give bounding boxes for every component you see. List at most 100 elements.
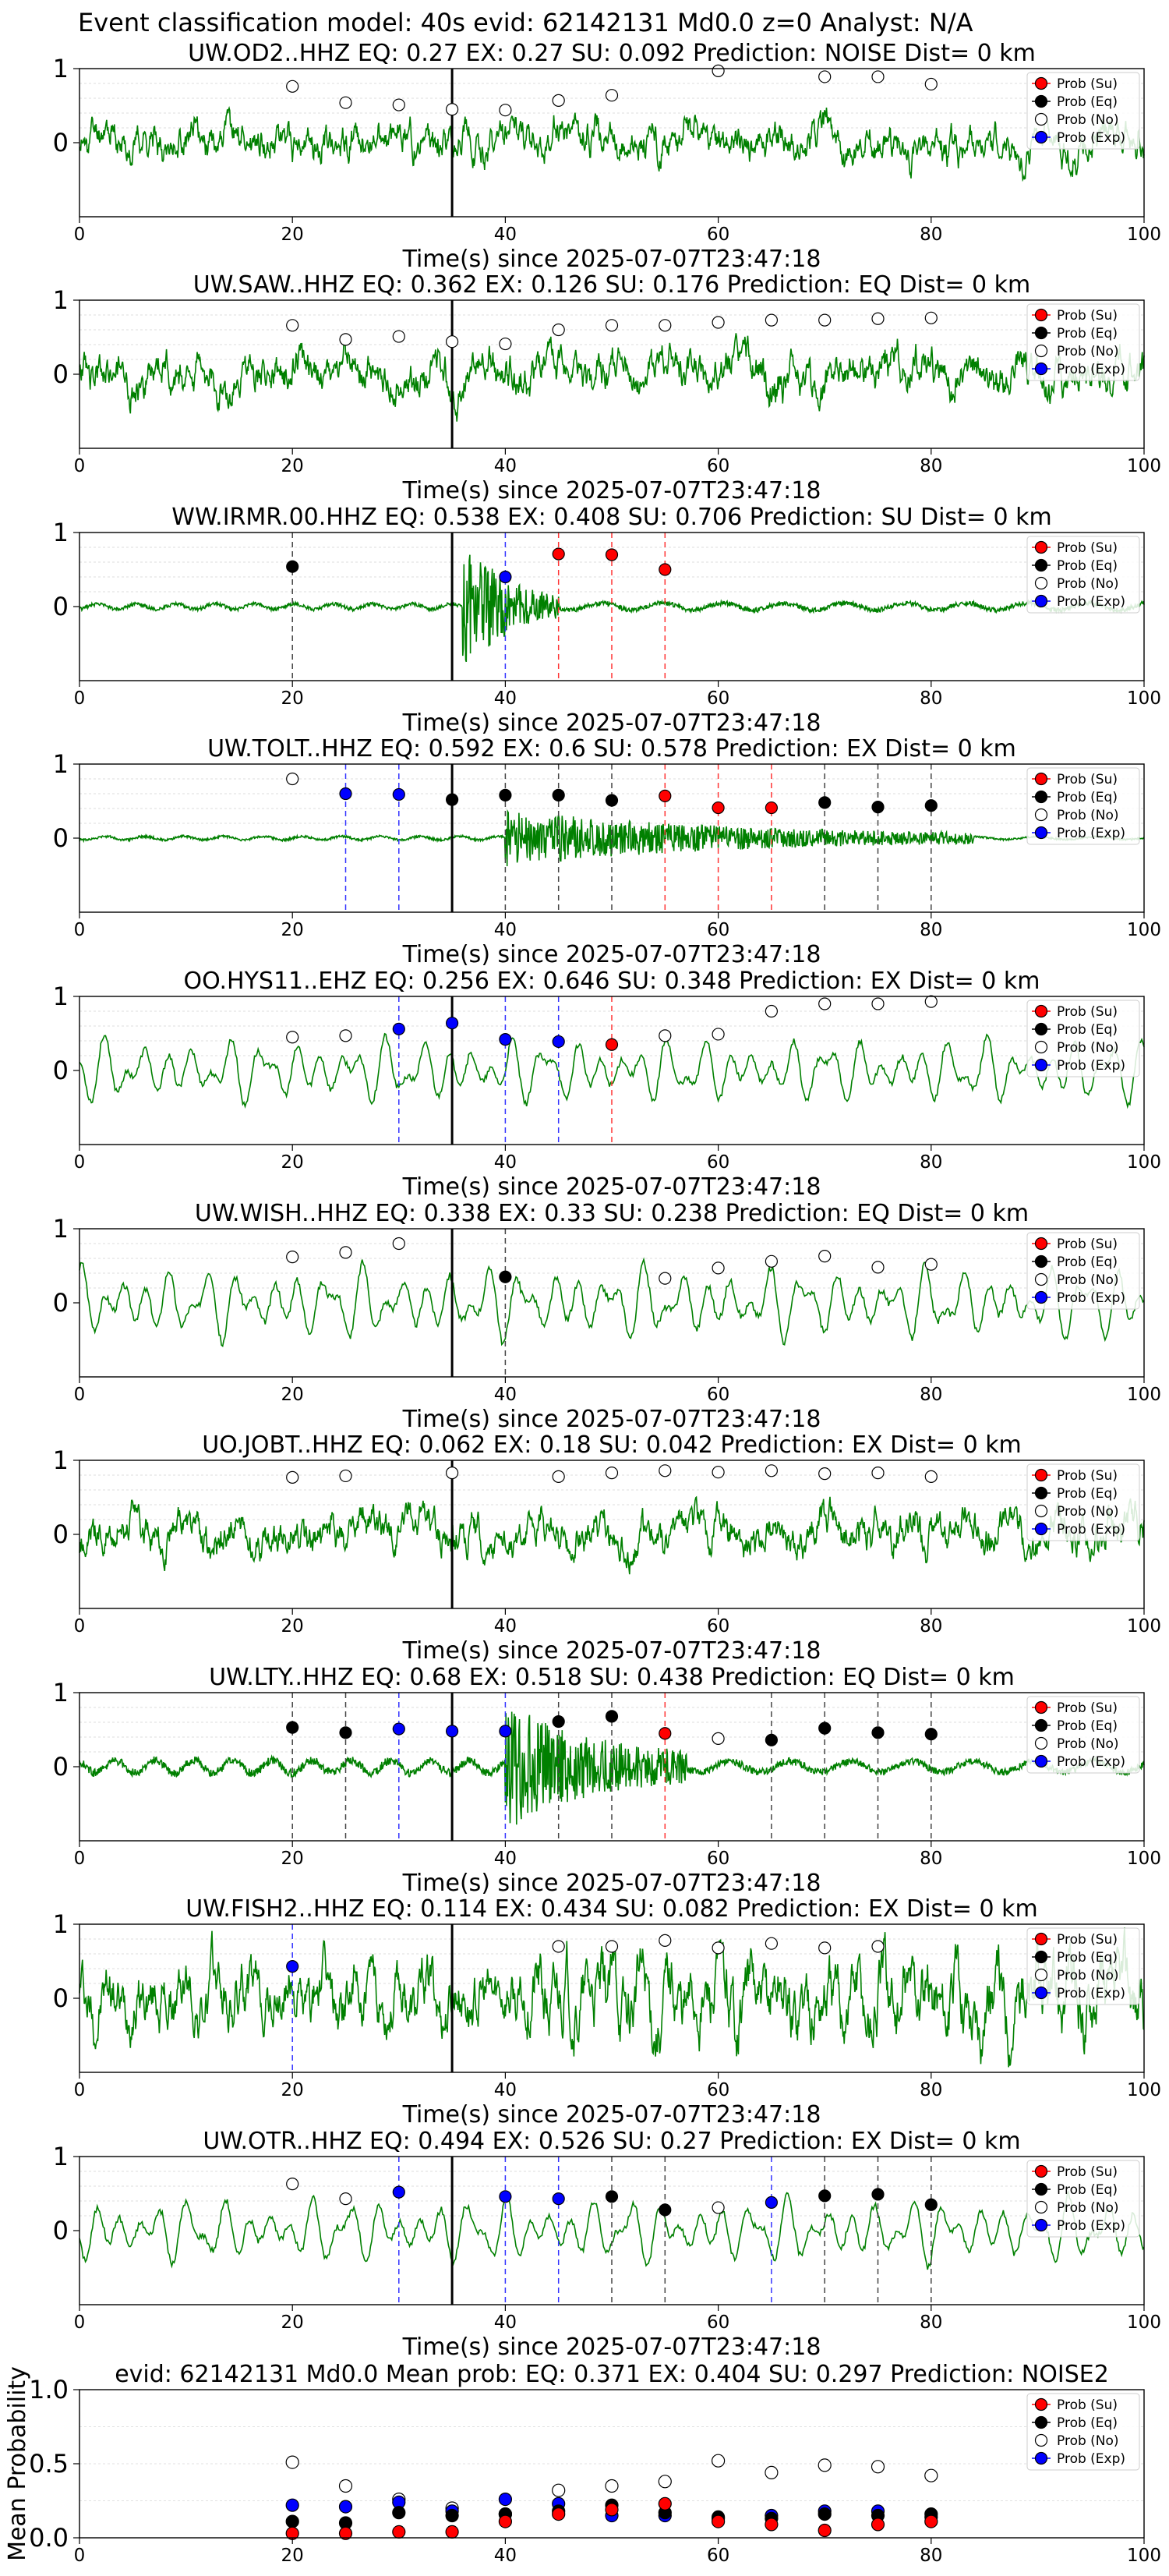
prob-marker-no — [924, 1258, 938, 1271]
legend-label-exp: Prob (Exp) — [1057, 1754, 1125, 1770]
mean-prob-point-eq — [818, 2507, 832, 2521]
legend-label-eq: Prob (Eq) — [1057, 790, 1118, 805]
prob-marker-no — [339, 1246, 352, 1259]
legend-marker-exp — [1034, 594, 1048, 608]
waveform-trace — [79, 333, 1145, 422]
x-tick-label: 20 — [281, 688, 304, 709]
x-tick-label: 60 — [707, 1152, 729, 1173]
x-tick-label: 80 — [920, 1385, 942, 1405]
axes-frame — [79, 1460, 1145, 1609]
legend-label-su: Prob (Su) — [1057, 540, 1118, 556]
x-tick-label: 20 — [281, 1385, 304, 1405]
x-tick-label: 60 — [707, 225, 729, 245]
legend-label-no: Prob (No) — [1057, 808, 1119, 823]
x-axis-label: Time(s) since 2025-07-07T23:47:18 — [402, 1173, 821, 1201]
legend-label-su: Prob (Su) — [1057, 2164, 1118, 2180]
y-tick-label: 0.5 — [29, 2449, 69, 2479]
prob-marker-eq — [605, 1710, 619, 1723]
prob-marker-no — [712, 1261, 725, 1275]
x-axis-label: Time(s) since 2025-07-07T23:47:18 — [402, 2334, 821, 2361]
legend-marker-eq — [1034, 558, 1048, 572]
prob-marker-no — [552, 323, 565, 337]
prob-marker-no — [871, 1261, 885, 1274]
prob-marker-no — [339, 1029, 352, 1042]
prob-marker-no — [818, 70, 832, 83]
legend-marker-eq — [1034, 1950, 1048, 1964]
panel-title: UW.LTY..HHZ EQ: 0.68 EX: 0.518 SU: 0.438… — [209, 1664, 1015, 1691]
prob-marker-no — [605, 89, 619, 102]
y-tick-label: 0 — [53, 1983, 69, 2013]
y-tick-label: 1 — [53, 54, 69, 83]
x-tick-label: 40 — [494, 2080, 517, 2100]
x-tick-label: 100 — [1127, 688, 1161, 709]
legend-label-no: Prob (No) — [1057, 1040, 1119, 1056]
prob-marker-no — [712, 316, 725, 329]
y-tick-label: 1 — [53, 518, 69, 547]
prob-marker-eq — [924, 799, 938, 812]
legend-marker-su — [1034, 1237, 1048, 1251]
legend-marker-eq — [1034, 1022, 1048, 1036]
prob-marker-exp — [339, 787, 352, 801]
y-axis-label: Mean Probability — [4, 2366, 31, 2561]
prob-marker-no — [499, 337, 512, 351]
legend-box — [1026, 1463, 1140, 1541]
prob-marker-no — [339, 2192, 352, 2206]
legend-box — [1026, 303, 1140, 381]
y-tick-label: 0 — [53, 1056, 69, 1085]
mean-prob-point-su — [338, 2526, 353, 2540]
legend-label-exp: Prob (Exp) — [1057, 1986, 1125, 2001]
waveform-trace — [79, 1927, 1145, 2068]
legend-marker-eq — [1034, 790, 1048, 804]
panel-title: UO.JOBT..HHZ EQ: 0.062 EX: 0.18 SU: 0.04… — [202, 1431, 1022, 1459]
prob-marker-no — [924, 77, 938, 91]
legend-marker-su — [1034, 1700, 1048, 1714]
panel-title: UW.WISH..HHZ EQ: 0.338 EX: 0.33 SU: 0.23… — [195, 1200, 1029, 1227]
prob-marker-eq — [871, 1726, 885, 1739]
y-tick-label: 1 — [53, 1909, 69, 1939]
prob-marker-no — [818, 1250, 832, 1263]
prob-marker-no — [552, 1470, 565, 1484]
legend-label-exp: Prob (Exp) — [1057, 2218, 1125, 2234]
x-tick-label: 100 — [1127, 920, 1161, 940]
prob-marker-no — [392, 330, 405, 343]
x-tick-label: 40 — [494, 1152, 517, 1173]
prob-marker-no — [924, 1470, 938, 1484]
x-axis-label: Time(s) since 2025-07-07T23:47:18 — [402, 941, 821, 968]
legend-label-su: Prob (Su) — [1057, 76, 1118, 92]
mean-prob-point-no — [285, 2455, 299, 2469]
mean-prob-point-no — [818, 2458, 832, 2472]
x-tick-label: 60 — [707, 688, 729, 709]
legend-label-su: Prob (Su) — [1057, 1932, 1118, 1948]
legend-label-exp: Prob (Exp) — [1057, 2451, 1125, 2467]
prob-marker-eq — [818, 1721, 832, 1735]
mean-prob-point-su — [658, 2496, 672, 2511]
mean-prob-point-su — [552, 2507, 566, 2521]
prob-marker-eq — [286, 1721, 299, 1734]
prob-marker-no — [339, 1469, 352, 1483]
legend-label-su: Prob (Su) — [1057, 1700, 1118, 1716]
legend-label-no: Prob (No) — [1057, 576, 1119, 592]
prob-marker-no — [499, 104, 512, 117]
legend-label-su: Prob (Su) — [1057, 2397, 1118, 2413]
mean-prob-point-eq — [445, 2508, 459, 2523]
waveform-trace — [79, 554, 1145, 663]
x-tick-label: 20 — [281, 2546, 304, 2566]
legend-label-exp: Prob (Exp) — [1057, 1290, 1125, 1306]
x-axis-label: Time(s) since 2025-07-07T23:47:18 — [402, 1870, 821, 1897]
prob-marker-exp — [552, 1035, 565, 1049]
legend-marker-exp — [1034, 362, 1048, 376]
x-tick-label: 80 — [920, 2080, 942, 2100]
x-tick-label: 80 — [920, 1849, 942, 1869]
x-tick-label: 100 — [1127, 1385, 1161, 1405]
prob-marker-no — [765, 1937, 779, 1950]
legend-marker-no — [1034, 344, 1048, 358]
prob-marker-no — [445, 1467, 459, 1480]
panel-title: UW.OD2..HHZ EQ: 0.27 EX: 0.27 SU: 0.092 … — [188, 40, 1036, 67]
y-tick-label: 1 — [53, 285, 69, 315]
prob-marker-no — [871, 997, 885, 1010]
legend-label-eq: Prob (Eq) — [1057, 1254, 1118, 1270]
panel-title: OO.HYS11..EHZ EQ: 0.256 EX: 0.646 SU: 0.… — [183, 968, 1040, 995]
x-tick-label: 40 — [494, 688, 517, 709]
legend-marker-no — [1034, 1272, 1048, 1286]
